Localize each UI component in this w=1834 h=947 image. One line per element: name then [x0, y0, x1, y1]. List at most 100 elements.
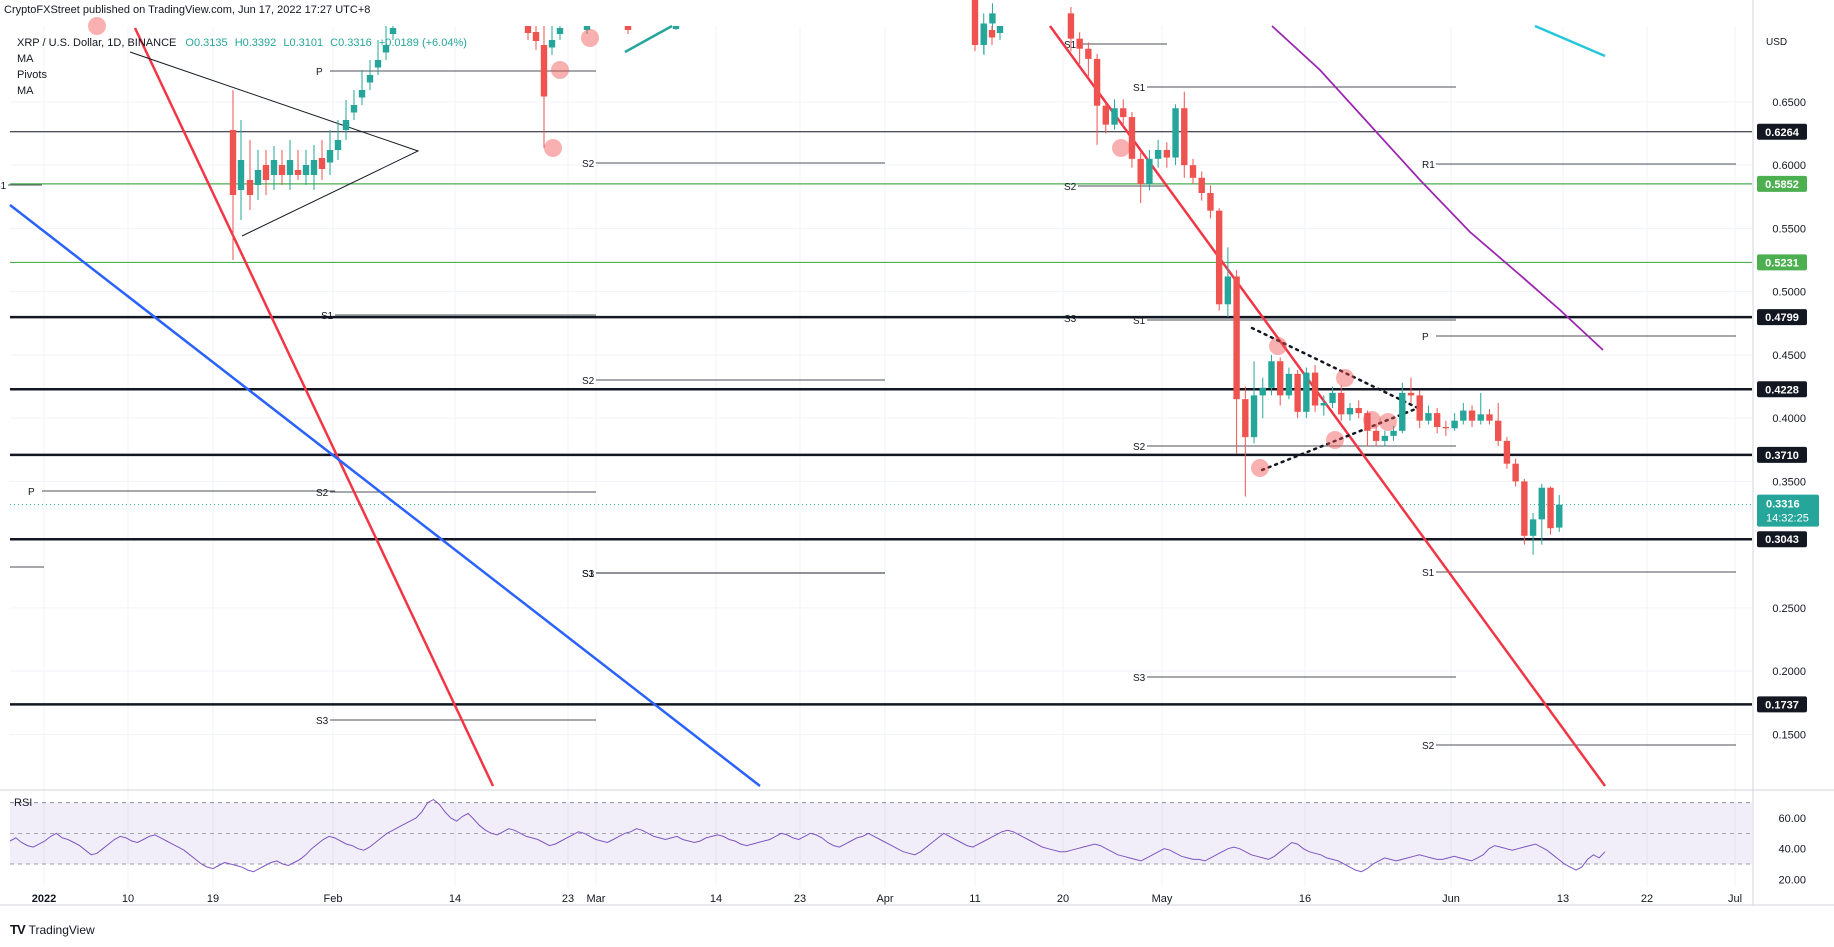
candle-May-10[interactable] — [1224, 276, 1232, 305]
rsi-line[interactable] — [9, 799, 1606, 873]
price-badge-label-0: 0.6264 — [1765, 127, 1800, 139]
pivot-label: S2 — [1422, 741, 1435, 752]
history-candle — [524, 26, 532, 33]
candle-May-5[interactable] — [1181, 108, 1188, 166]
x-tick-label-14: Jun — [1442, 893, 1460, 905]
candle-May-27[interactable] — [1372, 430, 1380, 441]
price-badge-5[interactable] — [1757, 446, 1807, 463]
candle-May-8[interactable] — [1207, 192, 1214, 211]
candle-May-22[interactable] — [1329, 392, 1336, 403]
candle-Jun-12[interactable] — [1512, 463, 1519, 482]
candle-May-4[interactable] — [1172, 108, 1179, 158]
red-trendline-2[interactable] — [1048, 25, 1607, 787]
candle-May-19[interactable] — [1303, 372, 1310, 412]
triangle-pattern[interactable] — [129, 51, 420, 237]
pivot-label: S2 — [582, 159, 595, 170]
candle-May-2[interactable] — [1154, 149, 1162, 159]
candle-May-11[interactable] — [1233, 276, 1240, 400]
candle-Jun-3[interactable] — [1433, 413, 1441, 428]
candle-Apr-11[interactable] — [971, 0, 979, 45]
price-badge-label-6: 0.3043 — [1765, 534, 1799, 546]
current-price-badge[interactable] — [1757, 494, 1819, 527]
history-candle — [366, 75, 374, 83]
candle-May-23[interactable] — [1338, 392, 1345, 415]
y-tick-label-1: 0.6000 — [1772, 160, 1806, 172]
candle-Jun-1[interactable] — [1416, 395, 1423, 421]
price-badge-2[interactable] — [1757, 254, 1807, 271]
price-badge-7[interactable] — [1757, 696, 1807, 713]
history-candle — [389, 28, 397, 34]
ma-purple-line[interactable] — [1271, 25, 1604, 351]
candle-May-6[interactable] — [1189, 165, 1197, 178]
candle-May-21[interactable] — [1320, 402, 1327, 406]
candle-Apr-25[interactable] — [1093, 58, 1101, 106]
candle-Apr-13[interactable] — [989, 13, 996, 24]
blue-trendline[interactable] — [9, 204, 761, 787]
candle-Jun-16[interactable] — [1547, 487, 1554, 529]
indicator-ma-2[interactable]: MA — [17, 85, 34, 97]
candle-Jun-9[interactable] — [1486, 414, 1493, 421]
indicator-pivots[interactable]: Pivots — [17, 69, 47, 81]
candle-May-30[interactable] — [1399, 392, 1406, 431]
candle-Apr-23[interactable] — [1076, 38, 1083, 49]
history-candle — [310, 160, 318, 175]
candle-May-15[interactable] — [1268, 361, 1275, 388]
x-tick-label-2: 19 — [207, 893, 219, 905]
candle-May-16[interactable] — [1277, 361, 1284, 396]
candle-May-12[interactable] — [1242, 399, 1249, 438]
x-tick-label-7: 14 — [710, 893, 722, 905]
candle-Jun-15[interactable] — [1538, 487, 1545, 520]
candle-Jun-7[interactable] — [1468, 410, 1476, 421]
candle-May-29[interactable] — [1390, 430, 1397, 436]
candle-Jun-5[interactable] — [1451, 420, 1458, 429]
candle-Apr-29[interactable] — [1128, 117, 1136, 159]
teal-segment — [624, 24, 673, 54]
candle-Jun-8[interactable] — [1477, 414, 1484, 421]
history-candle — [358, 90, 366, 98]
candle-Apr-30[interactable] — [1137, 158, 1144, 185]
red-trendline-1[interactable] — [133, 27, 495, 787]
candle-Jun-4[interactable] — [1442, 427, 1450, 429]
symbol-line[interactable]: XRP / U.S. Dollar, 1D, BINANCE O0.3135 H… — [17, 35, 467, 51]
candle-May-17[interactable] — [1285, 373, 1293, 396]
candle-Jun-17[interactable] — [1556, 504, 1563, 528]
candle-May-24[interactable] — [1346, 408, 1354, 415]
candle-Jun-11[interactable] — [1503, 440, 1511, 464]
ma-cyan-line[interactable] — [1534, 24, 1606, 58]
candle-May-26[interactable] — [1364, 413, 1371, 431]
candle-May-3[interactable] — [1163, 149, 1171, 158]
history-candle — [548, 40, 556, 48]
candle-Apr-22[interactable] — [1067, 13, 1075, 39]
price-badge-6[interactable] — [1757, 531, 1807, 548]
tv-brand-label: TradingView — [28, 922, 95, 937]
ohlc-high: H0.3392 — [234, 37, 277, 49]
candle-May-25[interactable] — [1355, 408, 1362, 414]
candle-May-13[interactable] — [1250, 395, 1258, 438]
candle-Jun-2[interactable] — [1425, 413, 1432, 421]
candle-Apr-24[interactable] — [1085, 48, 1092, 59]
candle-May-31[interactable] — [1407, 392, 1415, 396]
candle-May-1[interactable] — [1146, 158, 1153, 185]
candle-Apr-28[interactable] — [1120, 108, 1127, 118]
candle-May-18[interactable] — [1294, 373, 1301, 412]
candle-Jun-6[interactable] — [1460, 410, 1467, 421]
candle-May-28[interactable] — [1381, 435, 1389, 441]
tradingview-logo[interactable]: TV TradingView — [10, 922, 95, 937]
legend: XRP / U.S. Dollar, 1D, BINANCE O0.3135 H… — [17, 35, 467, 99]
candle-Jun-14[interactable] — [1529, 519, 1537, 536]
price-badge-1[interactable] — [1757, 175, 1807, 192]
price-badge-4[interactable] — [1757, 381, 1807, 398]
candle-May-20[interactable] — [1311, 372, 1319, 406]
indicator-ma-1[interactable]: MA — [17, 53, 34, 65]
price-badge-0[interactable] — [1757, 123, 1807, 140]
candle-Jun-10[interactable] — [1495, 420, 1502, 441]
candle-May-9[interactable] — [1215, 210, 1223, 305]
candle-May-7[interactable] — [1198, 177, 1205, 193]
highlight-circle — [1112, 139, 1130, 157]
price-badge-3[interactable] — [1757, 309, 1807, 326]
candle-Apr-26[interactable] — [1102, 105, 1109, 125]
candle-May-14[interactable] — [1259, 387, 1266, 396]
candle-Jun-13[interactable] — [1521, 481, 1528, 536]
candle-Apr-27[interactable] — [1111, 108, 1118, 125]
